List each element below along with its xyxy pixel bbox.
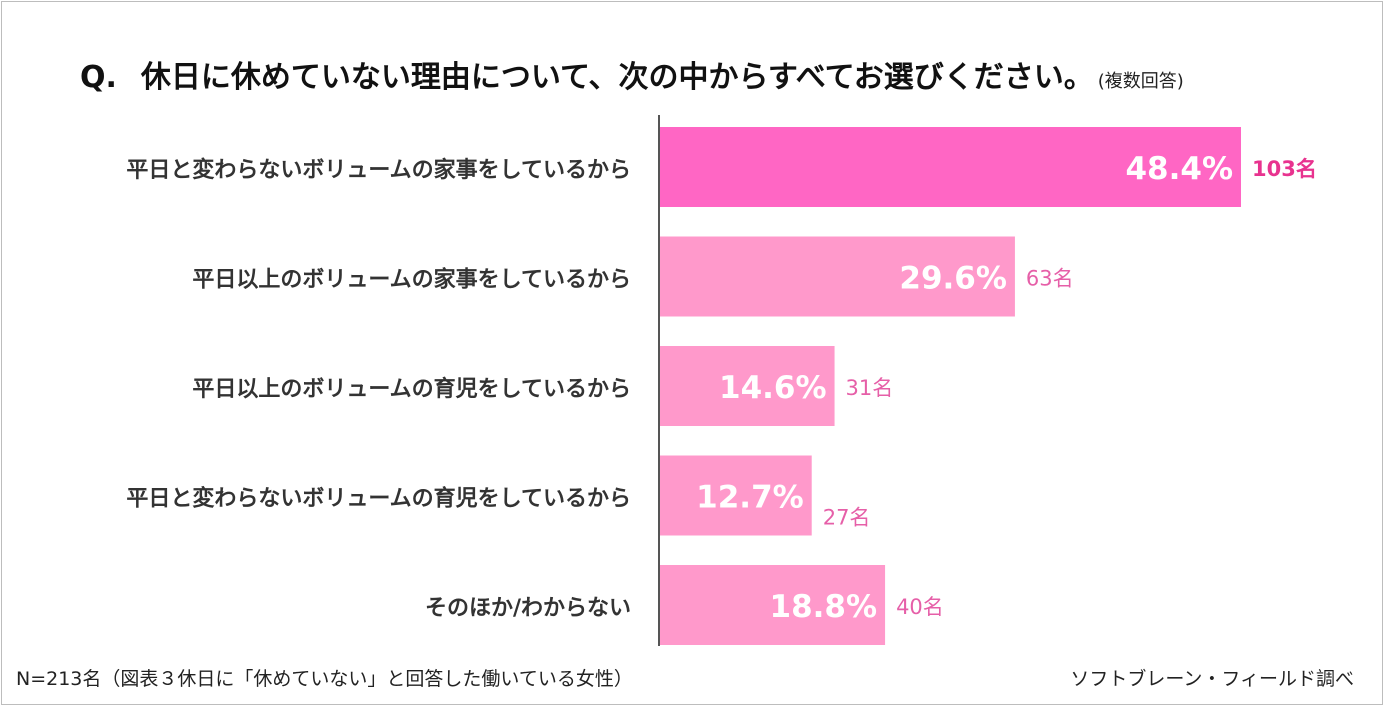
- count-label: 40名: [896, 595, 944, 619]
- question-mark: Q.: [80, 60, 117, 95]
- bar: [659, 346, 835, 426]
- bar: [659, 127, 1241, 207]
- bar: [659, 565, 886, 645]
- value-label: 18.8%: [770, 589, 878, 625]
- category-label: 平日以上のボリュームの家事をしているから: [192, 267, 631, 293]
- category-label: 平日と変わらないボリュームの家事をしているから: [126, 157, 631, 183]
- question-text: 休日に休めていない理由について、次の中からすべてお選びください。: [140, 60, 1094, 95]
- value-label: 12.7%: [696, 480, 804, 516]
- count-label: 63名: [1026, 267, 1074, 291]
- bar: [659, 236, 1015, 317]
- bar: [659, 455, 812, 536]
- category-label: 平日以上のボリュームの育児をしているから: [192, 376, 631, 402]
- value-label: 48.4%: [1125, 151, 1233, 187]
- value-label: 14.6%: [719, 370, 827, 406]
- question-note: (複数回答): [1097, 71, 1184, 92]
- sample-size-note: N=213名（図表３休日に「休めていない」と回答した働いている女性）: [16, 668, 633, 690]
- count-label: 31名: [846, 376, 894, 400]
- count-label: 103名: [1252, 157, 1317, 181]
- category-label: そのほか/わからない: [425, 596, 631, 621]
- source-credit: ソフトブレーン・フィールド調べ: [1070, 668, 1354, 690]
- value-label: 29.6%: [899, 261, 1007, 297]
- question-title: Q. 休日に休めていない理由について、次の中からすべてお選びください。 (複数回…: [80, 52, 1184, 102]
- category-label: 平日と変わらないボリュームの育児をしているから: [126, 486, 631, 512]
- count-label: 27名: [823, 506, 871, 530]
